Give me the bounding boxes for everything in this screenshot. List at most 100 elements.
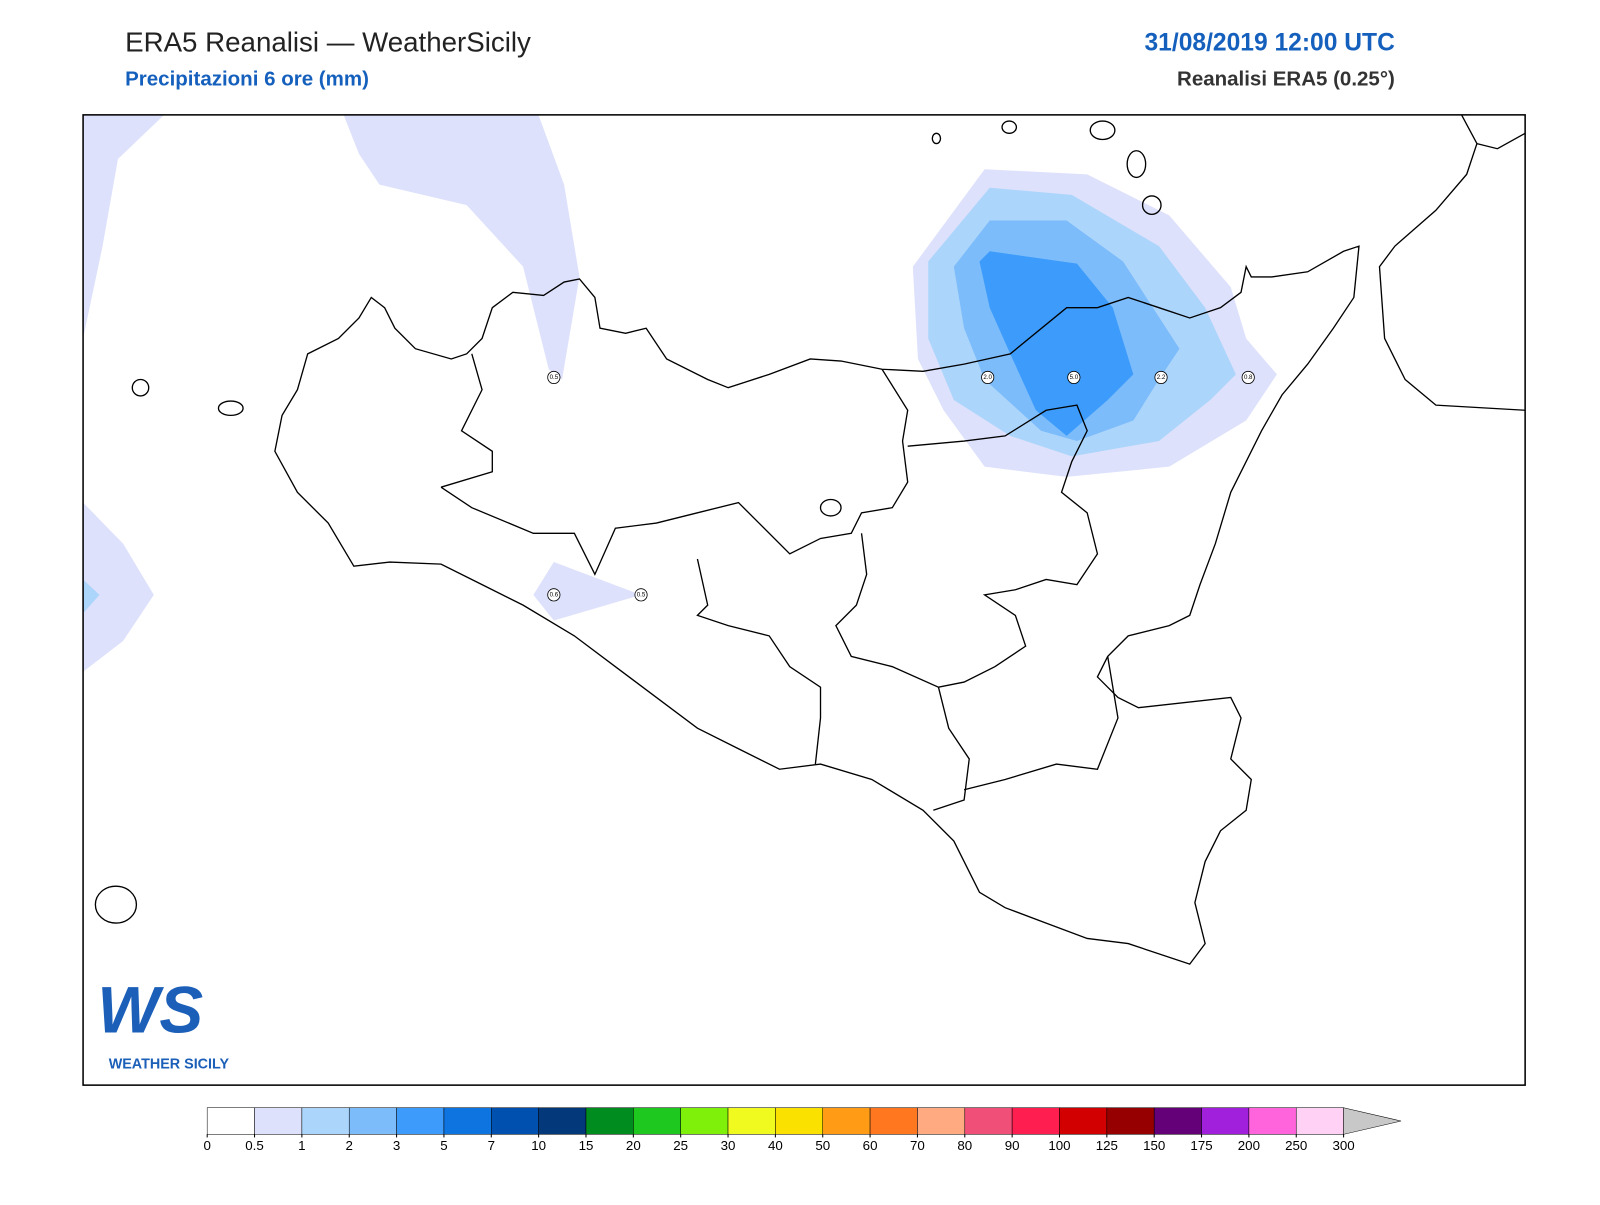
- colorbar-segment: [1011, 1107, 1060, 1135]
- contour: [83, 114, 165, 339]
- station: 2.0: [981, 370, 995, 384]
- colorbar-tick-label: 40: [768, 1138, 783, 1153]
- station-label: 0.5: [637, 591, 646, 598]
- station: 0.6: [547, 588, 561, 602]
- contour: [979, 251, 1134, 436]
- map-frame: [82, 114, 1526, 1086]
- colorbar-segment: [443, 1107, 492, 1135]
- colorbar-tick-label: 25: [673, 1138, 688, 1153]
- island: [1126, 150, 1147, 179]
- station-marker: [634, 588, 648, 602]
- station-label: 2.0: [983, 374, 992, 381]
- station: 0.5: [547, 370, 561, 384]
- colorbar-segment: [1201, 1107, 1250, 1135]
- province-border: [440, 353, 1119, 811]
- colorbar-tick-label: 90: [1005, 1138, 1020, 1153]
- island: [1089, 120, 1116, 141]
- station-marker: [1067, 370, 1081, 384]
- colorbar-tick-label: 125: [1096, 1138, 1118, 1153]
- colorbar: 0 0.5 1 2 3 5 7 10 15 20 25 30 40 50 60 70 80 90 100 125 150…: [203, 1107, 1402, 1153]
- station-label: 2.2: [1157, 374, 1166, 381]
- map-area: 0.5 2.0 5.0 2.2 0.8 0.6 0.5 WS WEATHER S…: [83, 114, 1526, 1073]
- colorbar-tick-label: 2: [346, 1138, 353, 1153]
- station: 5.0: [1067, 370, 1081, 384]
- colorbar-tick-label: 20: [626, 1138, 641, 1153]
- colorbar-tick-label: 70: [910, 1138, 925, 1153]
- colorbar-tick-label: 60: [863, 1138, 878, 1153]
- station-marker: [981, 370, 995, 384]
- colorbar-segment: [206, 1107, 255, 1135]
- island: [819, 498, 842, 517]
- colorbar-tick-label: 3: [393, 1138, 400, 1153]
- colorbar-segment: [1153, 1107, 1202, 1135]
- island: [131, 378, 150, 397]
- colorbar-tick-label: 15: [579, 1138, 594, 1153]
- contour: [533, 562, 642, 621]
- logo-mark: WS: [97, 974, 203, 1047]
- colorbar-tick-label: 200: [1238, 1138, 1260, 1153]
- colorbar-segment: [1106, 1107, 1155, 1135]
- colorbar-segment: [301, 1107, 350, 1135]
- colorbar-tick-label: 7: [488, 1138, 495, 1153]
- colorbar-tick-label: 80: [957, 1138, 972, 1153]
- colorbar-tick-label: 0.5: [245, 1138, 264, 1153]
- colorbar-tick-label: 175: [1190, 1138, 1212, 1153]
- sicily-coast: [274, 245, 1360, 965]
- colorbar-segment: [964, 1107, 1013, 1135]
- colorbar-segment: [680, 1107, 729, 1135]
- colorbar-tick-label: 1: [298, 1138, 305, 1153]
- colorbar-segment: [917, 1107, 966, 1135]
- colorbar-segment: [491, 1107, 539, 1135]
- colorbar-tick-label: 10: [531, 1138, 546, 1153]
- contour: [83, 579, 100, 614]
- colorbar-tick-label: 30: [721, 1138, 736, 1153]
- colorbar-segment: [585, 1107, 634, 1135]
- station-marker: [547, 370, 561, 384]
- island: [1141, 195, 1162, 216]
- source: Reanalisi ERA5 (0.25°): [1177, 67, 1395, 90]
- colorbar-extension: [1343, 1107, 1402, 1135]
- station-marker: [1154, 370, 1168, 384]
- logo-name: WEATHER SICILY: [109, 1056, 230, 1072]
- logo: WS WEATHER SICILY: [97, 974, 229, 1073]
- contour: [83, 502, 154, 672]
- colorbar-segment: [1059, 1107, 1108, 1135]
- colorbar-segment: [538, 1107, 587, 1135]
- datetime: 31/08/2019 12:00 UTC: [1144, 30, 1395, 57]
- station-marker: [547, 588, 561, 602]
- colorbar-tick-label: 250: [1285, 1138, 1307, 1153]
- station: 0.8: [1241, 370, 1255, 384]
- island: [217, 400, 244, 417]
- contour: [343, 114, 580, 380]
- colorbar-segment: [822, 1107, 871, 1135]
- island: [94, 885, 138, 924]
- colorbar-segment: [727, 1107, 776, 1135]
- title: ERA5 Reanalisi — WeatherSicily: [125, 26, 531, 57]
- colorbar-segment: [633, 1107, 681, 1135]
- colorbar-segment: [396, 1107, 445, 1135]
- station-label: 0.6: [550, 591, 559, 598]
- colorbar-segment: [254, 1107, 303, 1135]
- colorbar-segment: [869, 1107, 918, 1135]
- island: [931, 132, 942, 145]
- station-label: 0.8: [1244, 374, 1253, 381]
- island: [1001, 120, 1018, 134]
- colorbar-segment: [348, 1107, 397, 1135]
- colorbar-segment: [775, 1107, 823, 1135]
- colorbar-tick-label: 50: [815, 1138, 830, 1153]
- station-marker: [1241, 370, 1255, 384]
- colorbar-tick-label: 300: [1332, 1138, 1354, 1153]
- colorbar-tick-label: 100: [1048, 1138, 1070, 1153]
- colorbar-tick-label: 150: [1143, 1138, 1165, 1153]
- colorbar-segment: [1295, 1107, 1344, 1135]
- colorbar-segment: [1248, 1107, 1297, 1135]
- colorbar-tick-label: 0: [203, 1138, 210, 1153]
- station: 0.5: [634, 588, 648, 602]
- station: 2.2: [1154, 370, 1168, 384]
- colorbar-tick-label: 5: [440, 1138, 447, 1153]
- station-label: 5.0: [1070, 374, 1079, 381]
- subtitle: Precipitazioni 6 ore (mm): [125, 67, 369, 90]
- mainland-coast: [1378, 114, 1526, 411]
